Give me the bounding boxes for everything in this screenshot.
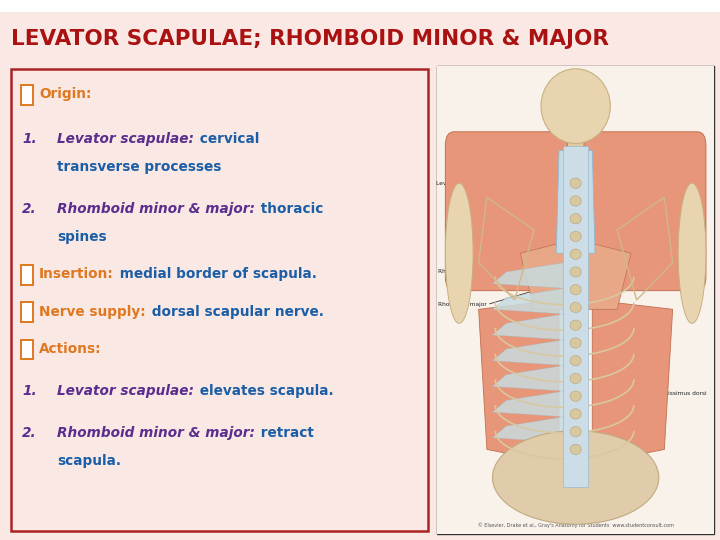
Ellipse shape (570, 285, 581, 295)
Text: Levator scapulae:: Levator scapulae: (57, 132, 194, 146)
Text: transverse processes: transverse processes (57, 160, 222, 174)
Bar (557, 113, 595, 160)
Text: Splenius capitis: Splenius capitis (460, 143, 506, 148)
Polygon shape (492, 314, 564, 340)
Polygon shape (557, 151, 595, 253)
Text: thoracic: thoracic (256, 202, 324, 216)
Text: Levator scapulae: Levator scapulae (436, 181, 487, 186)
Polygon shape (479, 300, 559, 463)
Ellipse shape (570, 231, 581, 241)
Text: Actions:: Actions: (39, 342, 102, 356)
Ellipse shape (541, 69, 611, 144)
Text: Origin:: Origin: (39, 87, 91, 102)
Text: 2.: 2. (22, 426, 37, 440)
Bar (563, 146, 588, 487)
Ellipse shape (678, 183, 706, 323)
Text: © Elsevier, Drake et al., Gray's Anatomy for Students  www.studentconsult.com: © Elsevier, Drake et al., Gray's Anatomy… (477, 522, 674, 528)
Polygon shape (492, 417, 564, 442)
FancyBboxPatch shape (437, 66, 714, 534)
Text: Rhomboid minor: Rhomboid minor (438, 269, 487, 274)
Text: Nerve supply:: Nerve supply: (39, 305, 145, 319)
FancyBboxPatch shape (584, 132, 706, 291)
Ellipse shape (570, 427, 581, 437)
Ellipse shape (570, 302, 581, 313)
Text: Trapezius: Trapezius (659, 195, 687, 200)
Polygon shape (492, 366, 564, 391)
Text: retract: retract (256, 426, 314, 440)
Ellipse shape (570, 373, 581, 383)
Text: scapula.: scapula. (57, 454, 121, 468)
Polygon shape (492, 340, 564, 366)
Bar (22, 340, 33, 359)
Text: elevates scapula.: elevates scapula. (195, 384, 334, 398)
Text: Rhomboid major: Rhomboid major (438, 302, 487, 307)
Ellipse shape (570, 249, 581, 259)
Ellipse shape (570, 338, 581, 348)
Ellipse shape (570, 409, 581, 419)
Text: spines: spines (57, 230, 107, 244)
Text: Insertion:: Insertion: (39, 267, 114, 281)
Ellipse shape (446, 183, 473, 323)
FancyBboxPatch shape (446, 132, 567, 291)
Text: Rhomboid minor & major:: Rhomboid minor & major: (57, 426, 255, 440)
Bar (22, 302, 33, 322)
Text: cervical: cervical (195, 132, 260, 146)
Text: 2.: 2. (22, 202, 37, 216)
Text: Rhomboid minor & major:: Rhomboid minor & major: (57, 202, 255, 216)
Polygon shape (593, 300, 672, 463)
Text: Latissimus dorsi: Latissimus dorsi (659, 391, 706, 396)
Polygon shape (492, 391, 564, 417)
Text: LEVATOR SCAPULAE; RHOMBOID MINOR & MAJOR: LEVATOR SCAPULAE; RHOMBOID MINOR & MAJOR (11, 29, 608, 49)
Ellipse shape (570, 391, 581, 401)
Ellipse shape (570, 444, 581, 455)
Ellipse shape (570, 178, 581, 188)
Ellipse shape (570, 355, 581, 366)
Bar (22, 85, 33, 105)
Ellipse shape (570, 213, 581, 224)
Text: 1.: 1. (22, 384, 37, 398)
Text: dorsal scapular nerve.: dorsal scapular nerve. (147, 305, 324, 319)
Ellipse shape (570, 320, 581, 330)
Text: medial border of scapula.: medial border of scapula. (115, 267, 317, 281)
Polygon shape (520, 239, 631, 309)
Bar (22, 265, 33, 285)
Polygon shape (492, 288, 564, 314)
Polygon shape (492, 262, 564, 288)
Text: Levator scapulae:: Levator scapulae: (57, 384, 194, 398)
Ellipse shape (570, 267, 581, 277)
Text: 1.: 1. (22, 132, 37, 146)
Ellipse shape (492, 431, 659, 524)
Bar (0, 0, 720, 12)
Ellipse shape (570, 196, 581, 206)
